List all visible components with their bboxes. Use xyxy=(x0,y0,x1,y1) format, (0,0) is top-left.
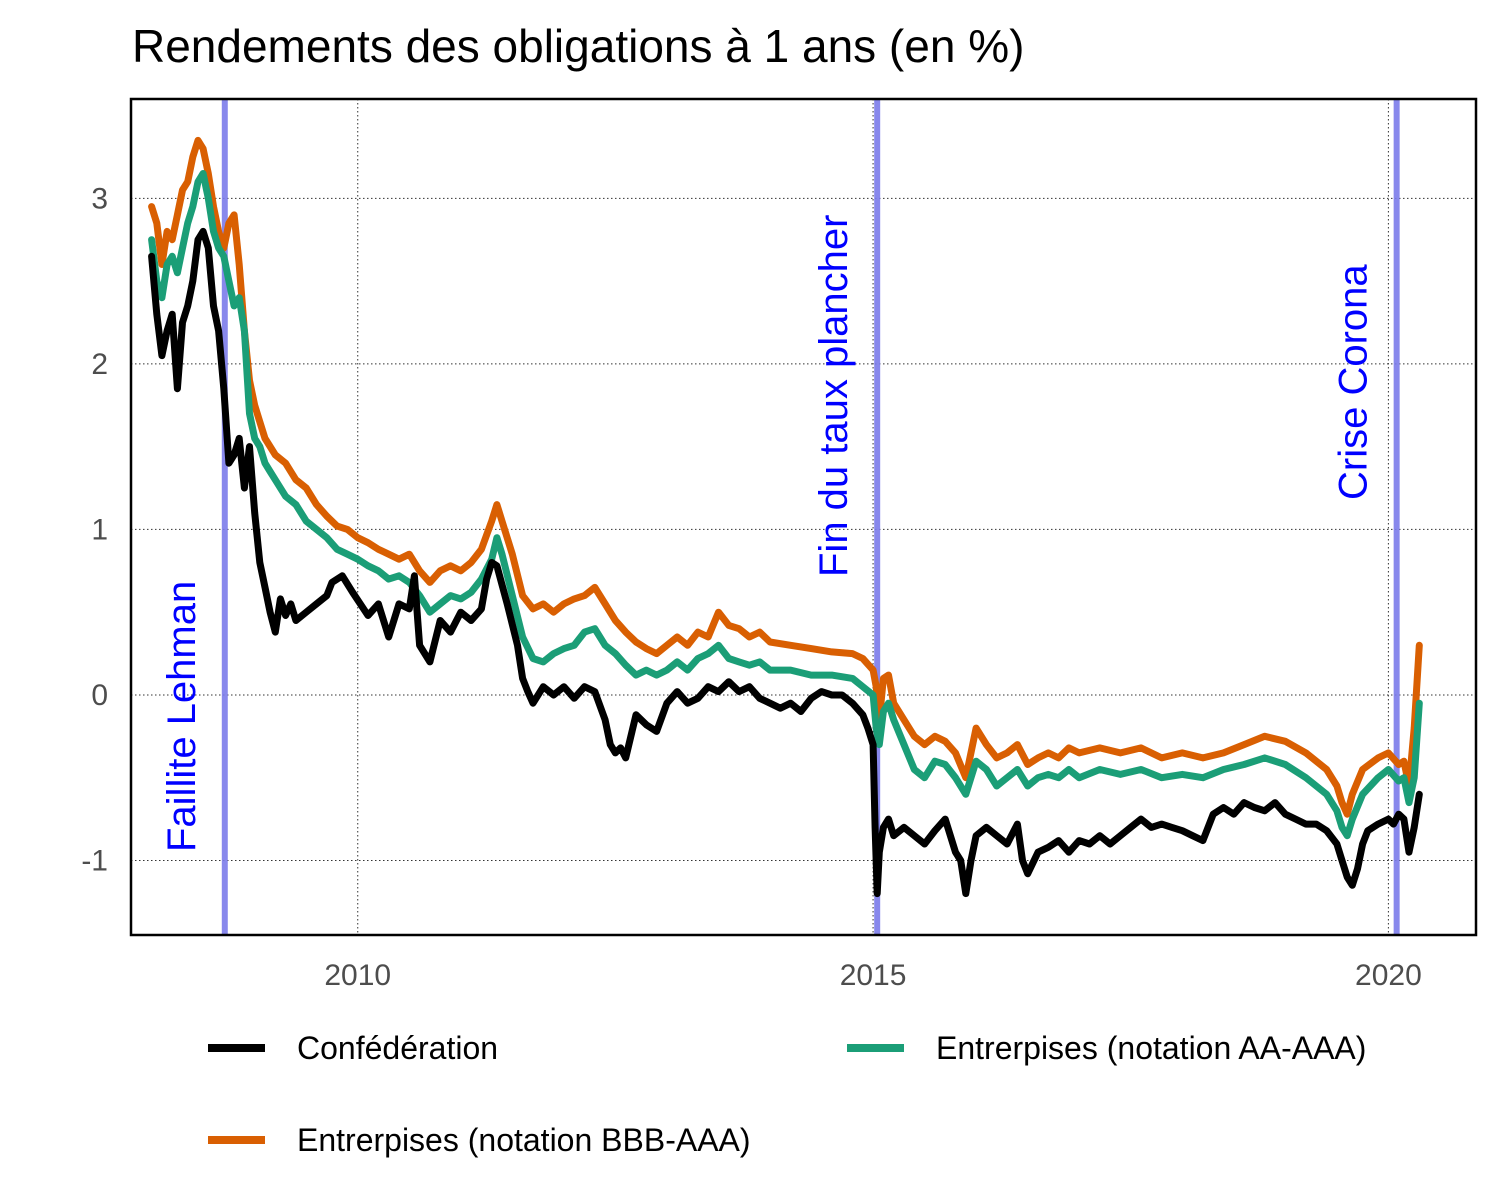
axis-labels: -1 0 1 2 3 2010 2015 2020 xyxy=(81,182,1421,992)
plot-area xyxy=(131,99,1476,935)
y-tick-label: 0 xyxy=(91,679,108,712)
y-tick-label: -1 xyxy=(81,845,108,878)
legend-label: Confédération xyxy=(297,1030,498,1066)
x-tick-label: 2020 xyxy=(1355,959,1422,992)
series-line xyxy=(148,136,1423,818)
plot-border xyxy=(129,97,1478,937)
series-line xyxy=(148,170,1423,840)
x-tick-label: 2015 xyxy=(840,959,907,992)
chart-title: Rendements des obligations à 1 ans (en %… xyxy=(132,20,1024,72)
event-label: Crise Corona xyxy=(1332,264,1376,500)
series-line xyxy=(148,227,1423,898)
y-tick-label: 3 xyxy=(91,182,108,215)
legend: Confédération Entrerpises (notation AA-AA… xyxy=(208,1030,1366,1158)
legend-label: Entrerpises (notation AA-AAA) xyxy=(936,1030,1366,1066)
y-tick-label: 2 xyxy=(91,348,108,381)
x-tick-label: 2010 xyxy=(324,959,391,992)
series-lines xyxy=(148,136,1423,898)
event-label: Fin du taux plancher xyxy=(812,215,856,577)
legend-label: Entrerpises (notation BBB-AAA) xyxy=(297,1122,751,1158)
y-tick-label: 1 xyxy=(91,513,108,546)
event-label: Faillite Lehman xyxy=(160,581,204,852)
event-markers: Faillite Lehman Fin du taux plancher Crise… xyxy=(160,99,1400,935)
